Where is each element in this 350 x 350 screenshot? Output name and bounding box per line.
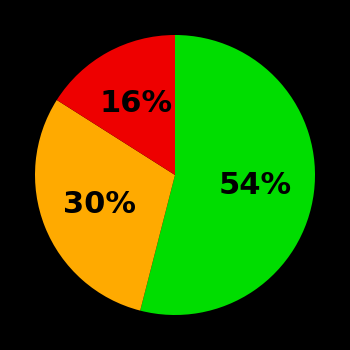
Text: 54%: 54% (219, 171, 292, 200)
Wedge shape (140, 35, 315, 315)
Text: 30%: 30% (63, 190, 136, 219)
Text: 16%: 16% (99, 89, 173, 118)
Wedge shape (57, 35, 175, 175)
Wedge shape (35, 100, 175, 310)
